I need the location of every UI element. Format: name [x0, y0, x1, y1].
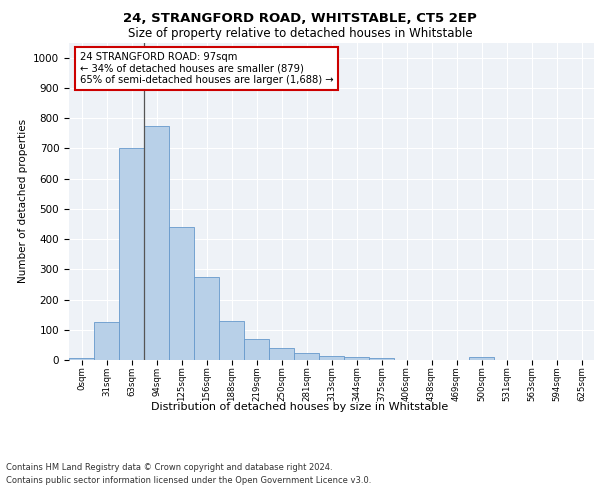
Bar [244, 339, 269, 360]
Bar [69, 358, 94, 360]
Bar [119, 148, 144, 360]
Text: Contains HM Land Registry data © Crown copyright and database right 2024.: Contains HM Land Registry data © Crown c… [6, 462, 332, 471]
Bar [319, 356, 344, 360]
Bar [344, 357, 369, 360]
Bar [369, 358, 394, 360]
Text: 24 STRANGFORD ROAD: 97sqm
← 34% of detached houses are smaller (879)
65% of semi: 24 STRANGFORD ROAD: 97sqm ← 34% of detac… [79, 52, 333, 85]
Bar [219, 320, 244, 360]
Bar [144, 126, 169, 360]
Y-axis label: Number of detached properties: Number of detached properties [17, 119, 28, 284]
Text: Size of property relative to detached houses in Whitstable: Size of property relative to detached ho… [128, 28, 472, 40]
Bar [169, 227, 194, 360]
Text: Distribution of detached houses by size in Whitstable: Distribution of detached houses by size … [151, 402, 449, 412]
Bar [469, 357, 494, 360]
Text: 24, STRANGFORD ROAD, WHITSTABLE, CT5 2EP: 24, STRANGFORD ROAD, WHITSTABLE, CT5 2EP [123, 12, 477, 26]
Text: Contains public sector information licensed under the Open Government Licence v3: Contains public sector information licen… [6, 476, 371, 485]
Bar [269, 348, 294, 360]
Bar [94, 322, 119, 360]
Bar [294, 354, 319, 360]
Bar [194, 277, 219, 360]
